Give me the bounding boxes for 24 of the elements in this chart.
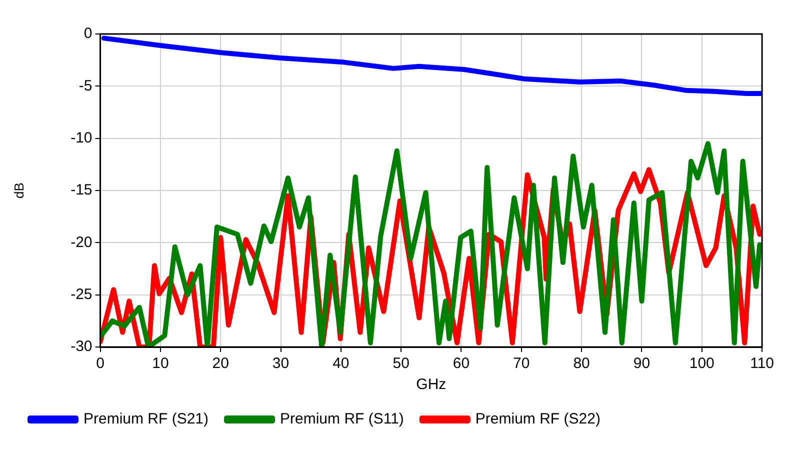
x-axis-title: GHz (416, 376, 446, 394)
x-tick-label: 20 (212, 355, 229, 372)
x-tick-label: 10 (152, 355, 169, 372)
y-tick-label: -5 (78, 77, 92, 94)
y-tick-label: -15 (70, 182, 92, 199)
x-tick-label: 60 (452, 355, 470, 372)
legend-label: Premium RF (S22) (475, 410, 600, 428)
x-tick-label: 70 (513, 355, 530, 372)
x-tick-label: 50 (392, 355, 410, 372)
x-tick-label: 0 (96, 355, 104, 372)
legend-label: Premium RF (S21) (84, 410, 209, 428)
x-tick-label: 110 (750, 355, 774, 372)
y-tick-label: 0 (84, 25, 92, 42)
x-tick-label: 90 (633, 355, 650, 372)
y-tick-label: -25 (70, 286, 92, 303)
y-tick-label: -20 (70, 234, 92, 251)
legend-label: Premium RF (S11) (280, 410, 404, 428)
x-tick-label: 40 (332, 355, 350, 372)
x-tick-label: 80 (573, 355, 590, 372)
y-tick-label: -10 (70, 129, 92, 146)
y-axis-title: dB (11, 182, 26, 198)
x-tick-label: 30 (272, 355, 290, 372)
x-tick-label: 100 (689, 355, 714, 372)
y-tick-label: -30 (70, 338, 92, 356)
